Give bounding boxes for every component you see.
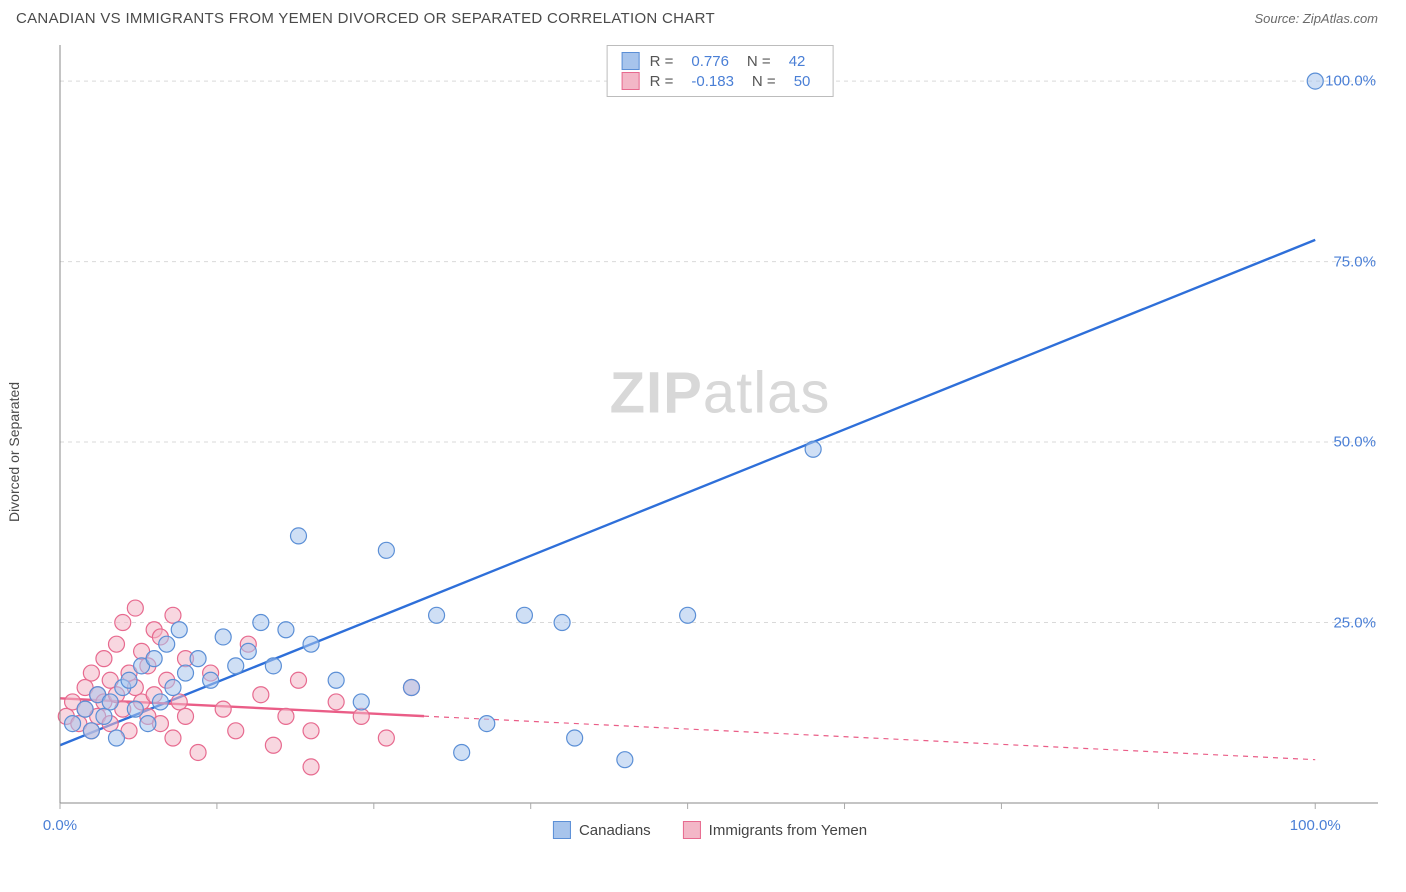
legend-swatch	[622, 52, 640, 70]
x-tick-label: 0.0%	[43, 817, 77, 834]
chart-title: CANADIAN VS IMMIGRANTS FROM YEMEN DIVORC…	[16, 10, 715, 27]
y-axis-label: Divorced or Separated	[6, 382, 22, 522]
r-value: -0.183	[691, 73, 734, 90]
series-label: Canadians	[579, 822, 651, 839]
header: CANADIAN VS IMMIGRANTS FROM YEMEN DIVORC…	[0, 0, 1406, 35]
legend-swatch	[553, 821, 571, 839]
legend-swatch	[683, 821, 701, 839]
series-legend-item: Canadians	[553, 821, 651, 839]
r-label: R =	[650, 53, 674, 70]
series-legend-item: Immigrants from Yemen	[683, 821, 867, 839]
n-label: N =	[747, 53, 771, 70]
x-tick-label: 100.0%	[1290, 817, 1341, 834]
series-legend: Canadians Immigrants from Yemen	[553, 821, 867, 839]
r-value: 0.776	[691, 53, 729, 70]
plot-area: ZIPatlas R =0.776 N =42 R =-0.183 N =50 …	[54, 39, 1386, 809]
stats-legend-row: R = -0.183 N = 50	[622, 71, 819, 91]
n-label: N =	[752, 73, 776, 90]
legend-swatch	[622, 72, 640, 90]
scatter-chart-svg	[54, 39, 1384, 809]
n-value: 42	[789, 53, 806, 70]
series-label: Immigrants from Yemen	[709, 822, 867, 839]
chart-container: Divorced or Separated ZIPatlas R =0.776 …	[34, 39, 1386, 849]
stats-legend: R = 0.776 N = 42 R = -0.183 N = 50	[607, 45, 834, 97]
n-value: 50	[794, 73, 811, 90]
r-label: R =	[650, 73, 674, 90]
source-label: Source: ZipAtlas.com	[1254, 11, 1378, 26]
stats-legend-row: R = 0.776 N = 42	[622, 51, 819, 71]
